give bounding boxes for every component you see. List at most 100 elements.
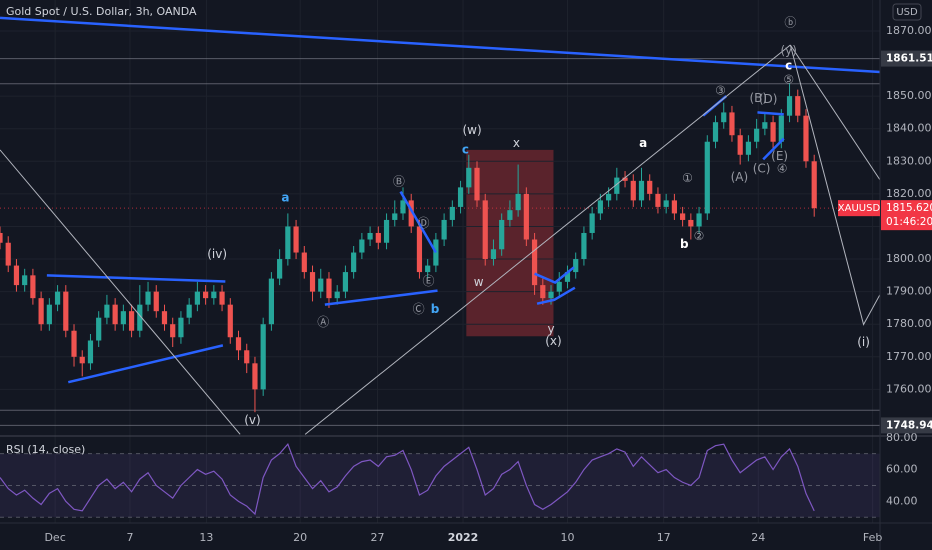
candle-body xyxy=(38,298,44,325)
trend-line xyxy=(762,137,785,161)
candle-body xyxy=(490,249,497,260)
trend-line xyxy=(757,111,784,116)
candle-body xyxy=(556,281,562,292)
candle-body xyxy=(203,291,209,299)
candle-body xyxy=(786,96,793,116)
candle-body xyxy=(663,200,669,207)
candle-body xyxy=(170,324,176,338)
x-tick-label: 17 xyxy=(657,531,671,544)
candle-body xyxy=(46,304,52,325)
candle-body xyxy=(71,330,77,357)
candle-body xyxy=(622,177,628,181)
candle-body xyxy=(499,219,505,250)
candle-body xyxy=(96,317,102,341)
price-tag-label: 1748.947 xyxy=(886,419,932,431)
candle-body xyxy=(277,259,283,279)
candle-body xyxy=(457,187,464,207)
candle-body xyxy=(573,259,579,273)
wave-label: (v) xyxy=(244,413,260,427)
wave-label: Ⓑ xyxy=(393,174,405,188)
wave-label: (C) xyxy=(753,161,771,175)
candle-body xyxy=(425,265,431,273)
highlight-box xyxy=(466,149,554,337)
candle-body xyxy=(688,219,694,227)
candle-body xyxy=(153,291,159,312)
price-tag xyxy=(881,50,932,67)
candle-body xyxy=(729,112,735,136)
candle-body xyxy=(581,232,587,260)
wave-label: (A) xyxy=(731,170,749,184)
x-tick-label: 2022 xyxy=(448,531,479,544)
wave-label: ⑤ xyxy=(783,72,794,86)
trend-line xyxy=(0,149,241,435)
candle-body xyxy=(104,304,110,318)
trend-line xyxy=(789,44,881,181)
wave-label: (x) xyxy=(545,334,561,348)
wave-label: Ⓔ xyxy=(422,274,434,288)
countdown: 01:46:20 xyxy=(886,216,932,228)
candle-body xyxy=(87,340,94,364)
wave-label: c xyxy=(462,142,469,156)
rsi-tick-label: 80.00 xyxy=(886,431,918,444)
candle-body xyxy=(762,122,768,129)
candle-body xyxy=(227,304,233,338)
candle-body xyxy=(326,278,332,299)
candle-body xyxy=(334,291,340,299)
y-tick-label: 1800.00 xyxy=(886,252,932,265)
candle-body xyxy=(605,193,612,201)
candle-body xyxy=(128,311,135,331)
candle-body xyxy=(293,226,299,253)
candle-body xyxy=(112,304,118,325)
candle-body xyxy=(441,219,447,240)
y-tick-label: 1770.00 xyxy=(886,350,932,363)
trend-line xyxy=(789,44,881,326)
rsi-line xyxy=(0,442,815,516)
x-tick-label: 7 xyxy=(126,531,133,544)
wave-label: (y) xyxy=(780,43,796,57)
wave-label: ④ xyxy=(777,161,788,175)
x-tick-label: Dec xyxy=(44,531,65,544)
x-tick-label: 13 xyxy=(199,531,213,544)
trend-line xyxy=(324,289,438,306)
candle-body xyxy=(638,180,645,201)
candle-body xyxy=(0,232,3,243)
candle-body xyxy=(178,317,184,338)
wave-label: (E) xyxy=(771,149,788,163)
symbol-label: XAUUSD xyxy=(838,203,881,214)
candle-body xyxy=(186,304,192,318)
y-tick-label: 1790.00 xyxy=(886,285,932,298)
candle-body xyxy=(680,213,686,220)
candle-body xyxy=(211,291,217,299)
y-tick-label: 1830.00 xyxy=(886,154,932,167)
candle-body xyxy=(268,278,275,325)
wave-label: y xyxy=(547,322,554,336)
candle-body xyxy=(194,291,200,305)
candle-body xyxy=(655,193,661,207)
wave-label: b xyxy=(431,302,440,316)
wave-label: b xyxy=(680,237,689,251)
candle-body xyxy=(482,200,488,260)
candle-body xyxy=(285,226,291,260)
wave-label: ③ xyxy=(715,83,726,97)
candle-body xyxy=(721,112,727,123)
candle-body xyxy=(515,193,521,211)
y-tick-label: 1870.00 xyxy=(886,24,932,37)
candle-body xyxy=(507,210,513,220)
candle-body xyxy=(145,291,151,305)
trend-line xyxy=(67,344,224,384)
wave-label: Ⓒ xyxy=(413,302,425,316)
candle-body xyxy=(235,337,242,351)
candle-body xyxy=(161,311,168,325)
candle-body xyxy=(531,239,538,286)
candle-body xyxy=(548,291,554,299)
wave-label: Ⓓ xyxy=(418,216,430,230)
candle-body xyxy=(359,239,365,253)
x-tick-label: 20 xyxy=(293,531,307,544)
candle-body xyxy=(589,213,595,233)
y-tick-label: 1780.00 xyxy=(886,317,932,330)
y-tick-label: 1850.00 xyxy=(886,89,932,102)
candle-body xyxy=(630,180,636,201)
wave-label: a xyxy=(281,190,289,204)
candle-body xyxy=(671,200,677,214)
candle-body xyxy=(79,356,85,364)
